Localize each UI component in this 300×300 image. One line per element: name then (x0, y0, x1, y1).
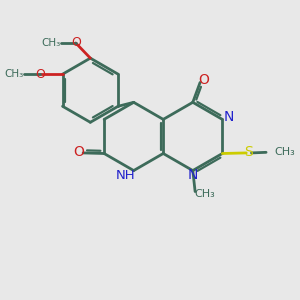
Text: O: O (35, 68, 45, 81)
Text: N: N (224, 110, 234, 124)
Text: O: O (73, 145, 84, 159)
Text: O: O (71, 37, 81, 50)
Text: CH₃: CH₃ (275, 147, 296, 157)
Text: CH₃: CH₃ (194, 189, 215, 199)
Text: O: O (198, 73, 209, 87)
Text: CH₃: CH₃ (4, 69, 24, 79)
Text: S: S (244, 145, 253, 159)
Text: N: N (188, 168, 198, 182)
Text: CH₃: CH₃ (42, 38, 61, 48)
Text: NH: NH (116, 169, 136, 182)
